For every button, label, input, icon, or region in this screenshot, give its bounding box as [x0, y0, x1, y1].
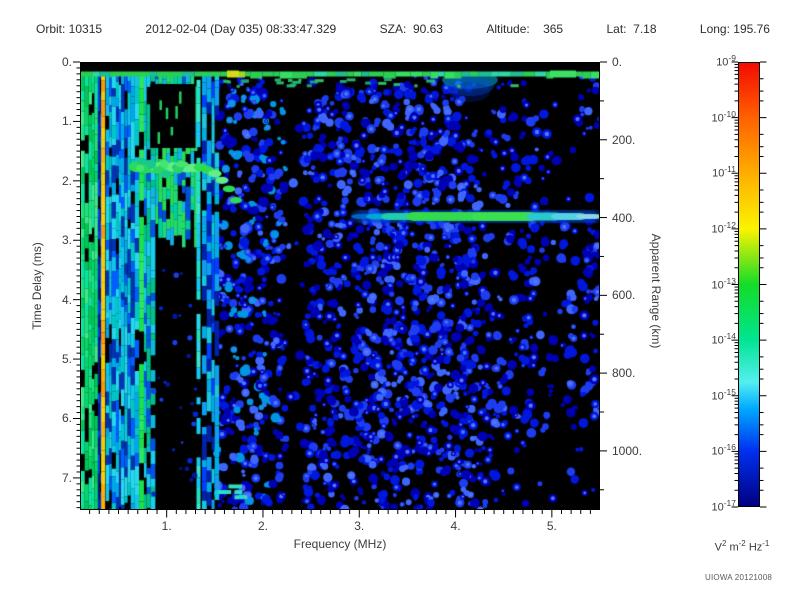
colorbar-unit: V2 m-2 Hz-1: [714, 539, 770, 554]
colorbar-tick-label: 10-12: [711, 219, 736, 236]
colorbar-tick-label: 10-15: [711, 386, 736, 403]
datetime-field: 2012-02-04 (Day 035) 08:33:47.329: [145, 22, 337, 36]
x-tick-label: 2.: [257, 519, 268, 533]
apparent-range-tick-label: 0.: [612, 55, 623, 69]
time-delay-tick-label: 7.: [61, 470, 72, 485]
colorbar-tick-label: 10-17: [711, 498, 736, 514]
time-delay-tick-label: 2.: [61, 173, 72, 188]
time-delay-tick-label: 5.: [61, 352, 72, 367]
colorbar-tick-label: 10-10: [711, 108, 736, 125]
x-axis-title: Frequency (MHz): [293, 537, 387, 551]
header-info: Orbit: 10315 2012-02-04 (Day 035) 08:33:…: [36, 22, 770, 36]
time-delay-tick-label: 1.: [61, 114, 72, 129]
apparent-range-tick-label: 600.: [612, 288, 636, 303]
y-axis-title-right: Apparent Range (km): [649, 233, 663, 349]
time-delay-tick-label: 0.: [61, 55, 72, 69]
x-tick-label: 3.: [354, 519, 365, 533]
apparent-range-tick-label: 800.: [612, 366, 636, 381]
x-tick-label: 5.: [546, 519, 557, 533]
colorbar-tick-label: 10-16: [711, 442, 736, 459]
spectrogram-canvas: [80, 62, 600, 510]
colorbar-tick-label: 10-9: [716, 53, 736, 69]
colorbar-gradient: [738, 62, 760, 507]
apparent-range-tick-label: 200.: [612, 132, 636, 147]
apparent-range-tick-label: 400.: [612, 210, 636, 225]
time-delay-tick-label: 6.: [61, 411, 72, 426]
watermark: UIOWA 20121008: [705, 573, 772, 582]
long-field: Long: 195.76: [699, 22, 770, 36]
colorbar-tick-label: 10-11: [712, 164, 736, 180]
orbit-field: Orbit: 10315: [36, 22, 103, 36]
y-axis-title-left: Time Delay (ms): [30, 242, 44, 330]
time-delay-tick-label: 3.: [61, 233, 72, 248]
apparent-range-tick-label: 1000.: [612, 443, 643, 458]
colorbar-tick-label: 10-13: [711, 275, 736, 292]
time-delay-tick-label: 4.: [61, 292, 72, 307]
sza-field: SZA: 90.63: [379, 22, 443, 36]
x-tick-label: 1.: [161, 519, 172, 533]
altitude-field: Altitude: 365: [486, 22, 564, 36]
lat-field: Lat: 7.18: [606, 22, 657, 36]
colorbar-tick-label: 10-14: [711, 331, 736, 347]
x-tick-label: 4.: [450, 519, 461, 533]
